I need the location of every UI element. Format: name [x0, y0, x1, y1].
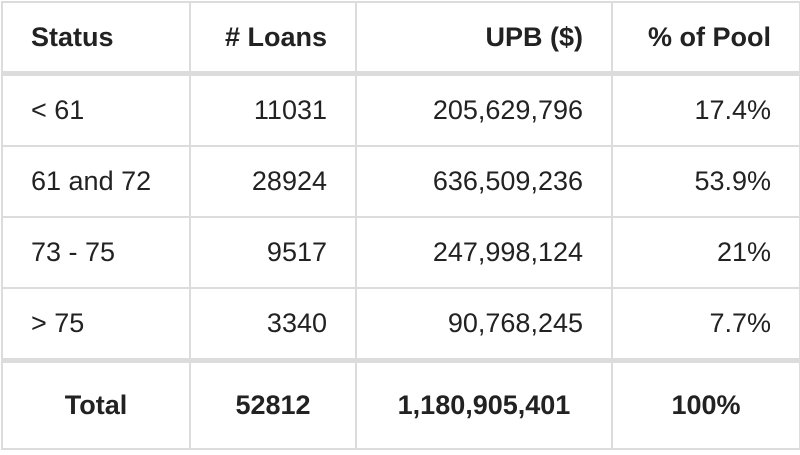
- table-row: < 61 11031 205,629,796 17.4%: [1, 72, 800, 147]
- total-loans: 52812: [189, 358, 357, 450]
- table-footer: Total 52812 1,180,905,401 100%: [1, 358, 800, 450]
- cell-upb: 636,509,236: [355, 145, 613, 218]
- cell-pct: 7.7%: [611, 287, 800, 362]
- cell-pct: 17.4%: [611, 72, 800, 147]
- table-header: Status # Loans UPB ($) % of Pool: [1, 1, 800, 76]
- table-row: 61 and 72 28924 636,509,236 53.9%: [1, 145, 800, 218]
- cell-upb: 247,998,124: [355, 216, 613, 289]
- header-row: Status # Loans UPB ($) % of Pool: [1, 1, 800, 76]
- table-row: > 75 3340 90,768,245 7.7%: [1, 287, 800, 362]
- total-label: Total: [1, 358, 191, 450]
- cell-upb: 205,629,796: [355, 72, 613, 147]
- cell-status: 73 - 75: [1, 216, 191, 289]
- cell-loans: 9517: [189, 216, 357, 289]
- cell-status: 61 and 72: [1, 145, 191, 218]
- cell-pct: 21%: [611, 216, 800, 289]
- table-row: 73 - 75 9517 247,998,124 21%: [1, 216, 800, 289]
- total-upb: 1,180,905,401: [355, 358, 613, 450]
- cell-loans: 3340: [189, 287, 357, 362]
- cell-status: < 61: [1, 72, 191, 147]
- header-upb: UPB ($): [355, 1, 613, 76]
- total-row: Total 52812 1,180,905,401 100%: [1, 358, 800, 450]
- header-status: Status: [1, 1, 191, 76]
- cell-upb: 90,768,245: [355, 287, 613, 362]
- table-body: < 61 11031 205,629,796 17.4% 61 and 72 2…: [1, 72, 800, 362]
- header-loans: # Loans: [189, 1, 357, 76]
- cell-status: > 75: [1, 287, 191, 362]
- cell-pct: 53.9%: [611, 145, 800, 218]
- header-pct-of-pool: % of Pool: [611, 1, 800, 76]
- cell-loans: 11031: [189, 72, 357, 147]
- total-pct: 100%: [611, 358, 800, 450]
- cell-loans: 28924: [189, 145, 357, 218]
